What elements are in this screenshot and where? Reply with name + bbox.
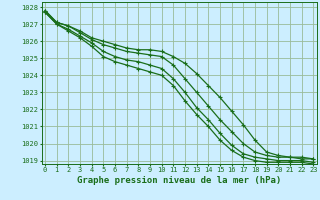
X-axis label: Graphe pression niveau de la mer (hPa): Graphe pression niveau de la mer (hPa) [77, 176, 281, 185]
